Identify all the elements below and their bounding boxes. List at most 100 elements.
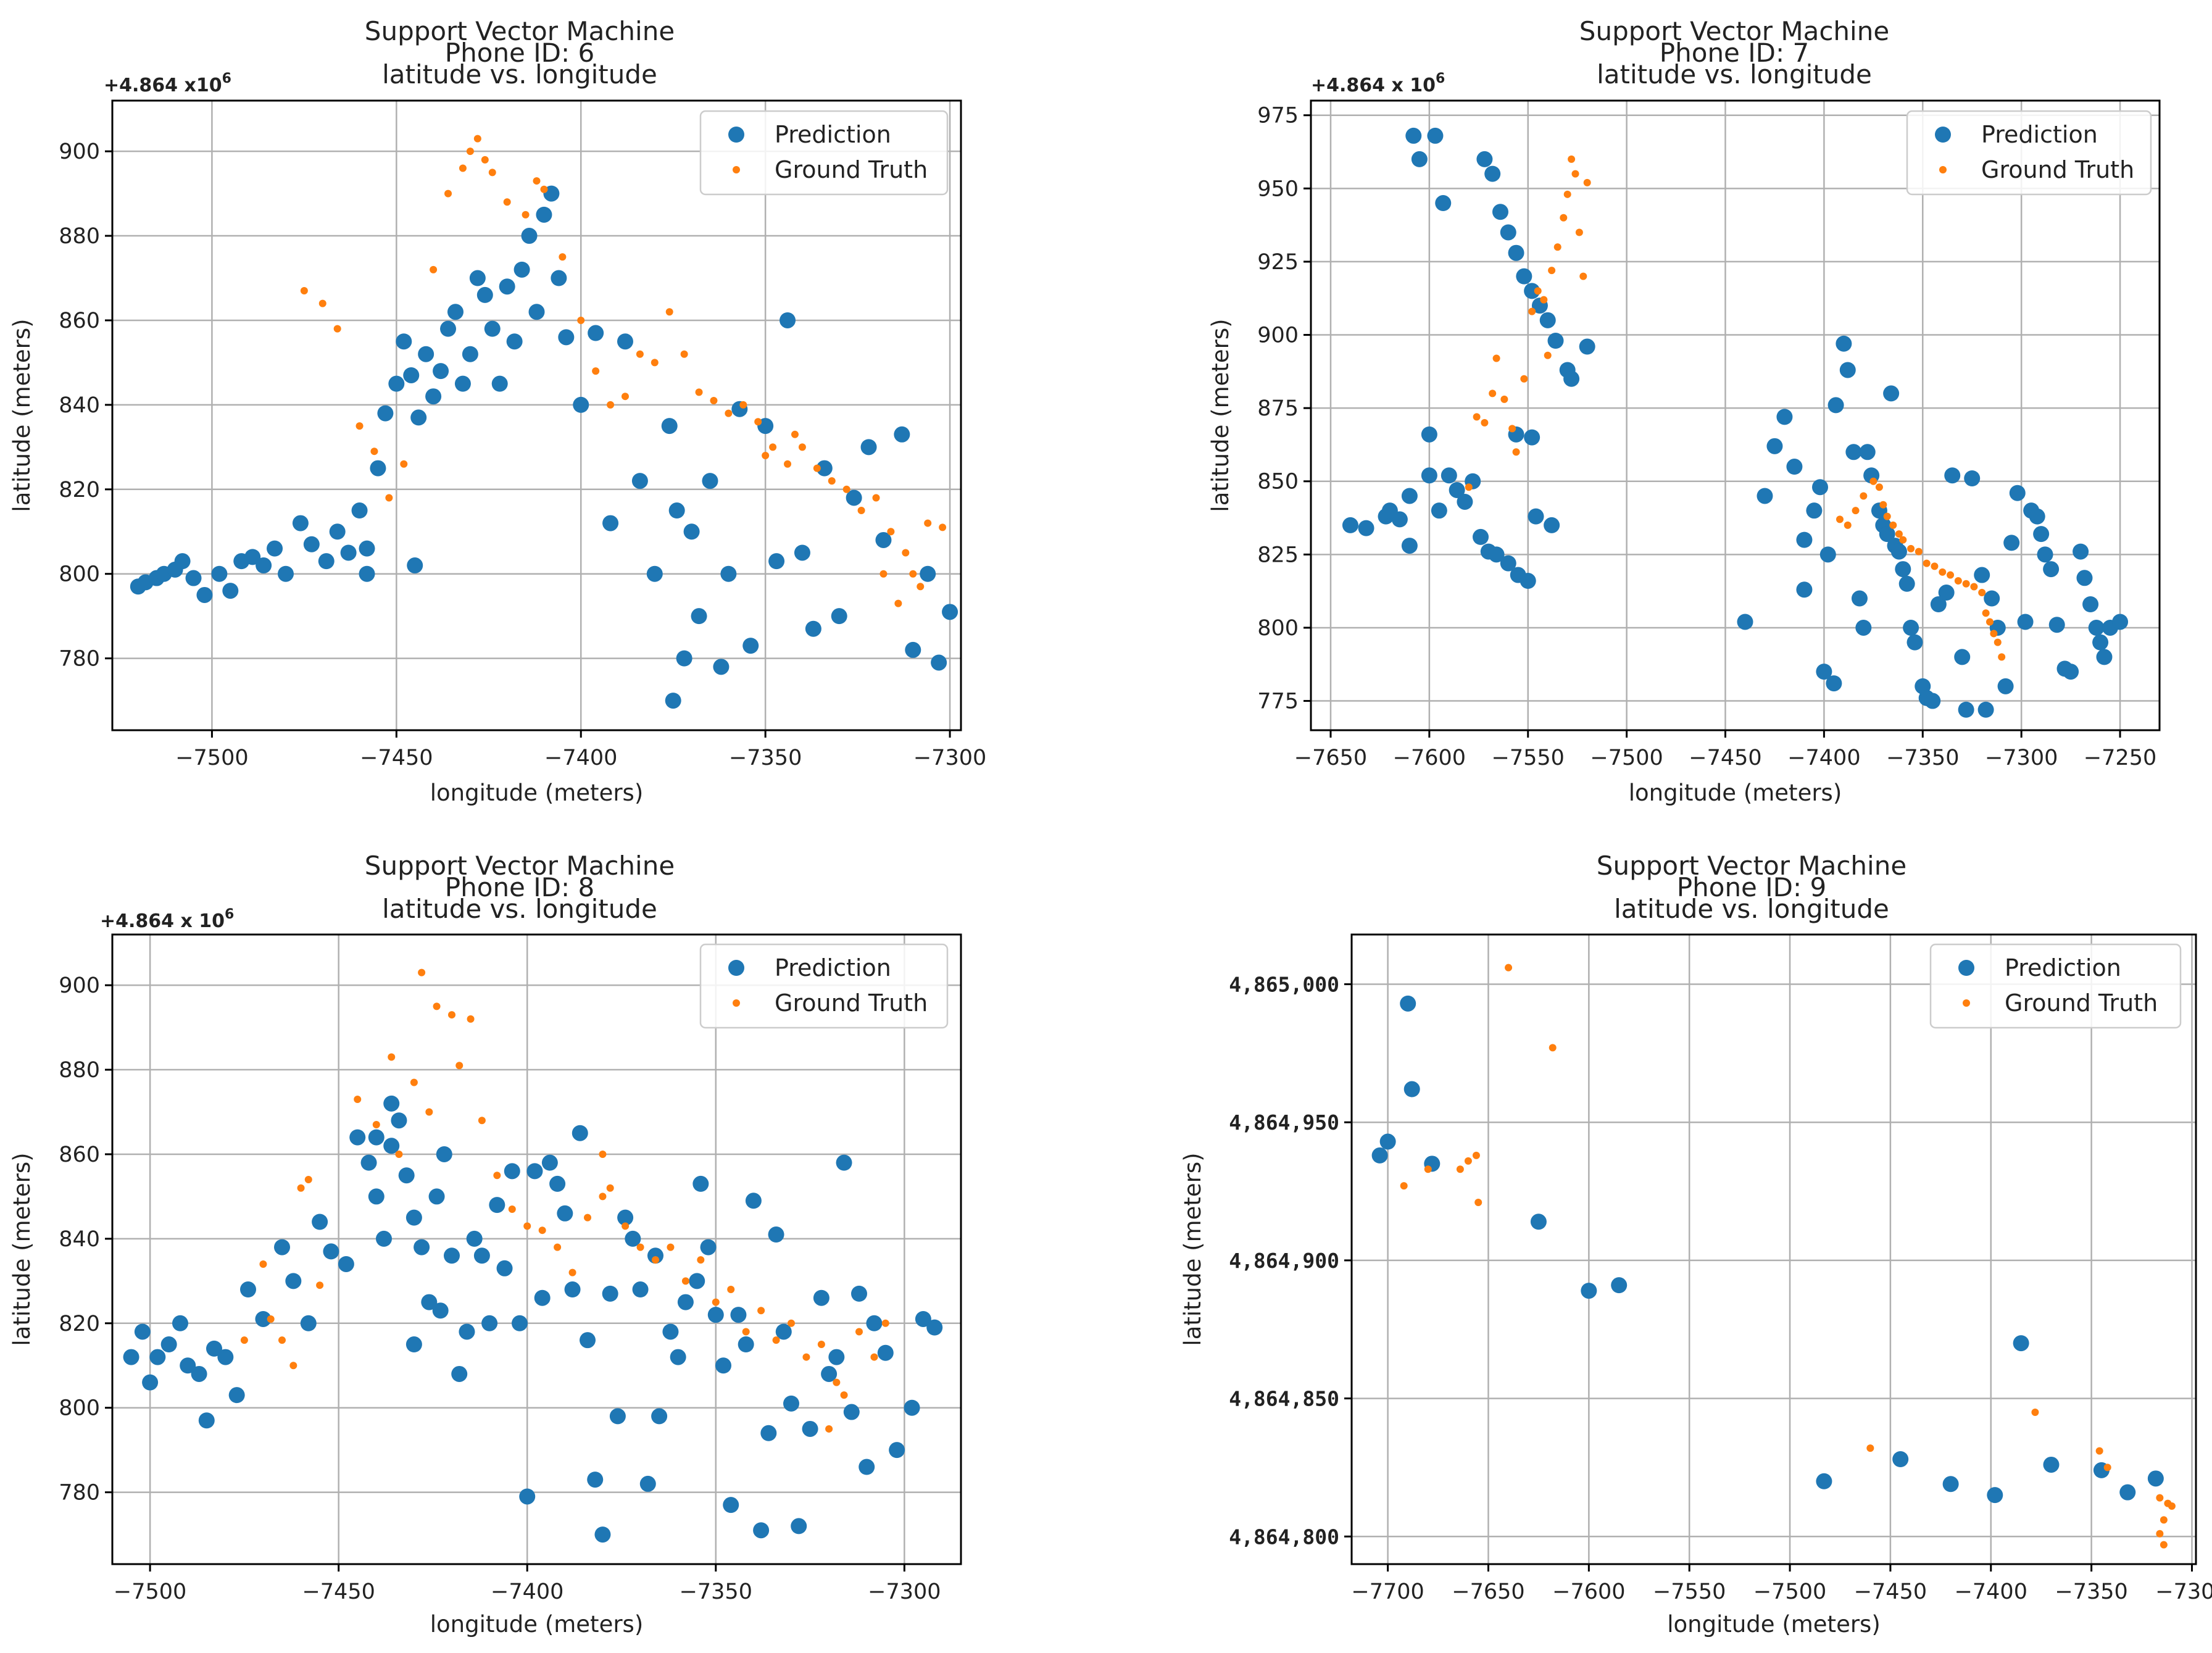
x-tick-label: −7350: [1886, 746, 1959, 770]
prediction-point: [1524, 429, 1540, 446]
ground-truth-point: [2168, 1502, 2176, 1510]
prediction-point: [2063, 664, 2079, 680]
ground-truth-point: [924, 519, 932, 527]
chart-0: −7500 −7450 −7400 −7350 −7300 780 800 820 840 860…: [9, 16, 986, 806]
x-tick-label: −7550: [1492, 746, 1565, 770]
ground-truth-point: [1520, 375, 1528, 383]
ground-truth-point: [2160, 1516, 2168, 1524]
x-tick-label: −7500: [1753, 1580, 1826, 1604]
prediction-point: [1405, 127, 1422, 144]
prediction-point: [720, 565, 737, 582]
prediction-point: [504, 1163, 520, 1180]
ground-truth-point: [1860, 492, 1868, 500]
y-tick-label: 900: [59, 973, 100, 998]
prediction-point: [802, 1420, 818, 1437]
ground-truth-point: [584, 1214, 591, 1222]
chart-title-line: Phone ID: 9: [1677, 872, 1826, 902]
ground-truth-point: [872, 494, 880, 502]
ground-truth-point: [1836, 515, 1844, 523]
prediction-point: [794, 544, 810, 561]
ground-truth-point: [1923, 559, 1931, 567]
prediction-point: [2043, 1456, 2060, 1473]
prediction-point: [285, 1273, 302, 1289]
ground-truth-point: [1579, 272, 1587, 280]
legend-ground-truth-marker: [1963, 999, 1970, 1007]
prediction-point: [1421, 467, 1437, 484]
ground-truth-point: [1866, 1444, 1874, 1452]
ground-truth-point: [742, 1328, 750, 1336]
chart-title-line: Phone ID: 7: [1660, 38, 1809, 68]
ground-truth-point: [1978, 589, 1986, 597]
prediction-point: [1883, 385, 1900, 402]
x-axis-label: longitude (meters): [1667, 1611, 1881, 1638]
prediction-point: [134, 1323, 151, 1340]
prediction-point: [625, 1230, 641, 1247]
ground-truth-point: [870, 1353, 878, 1361]
ground-truth-point: [388, 1053, 396, 1061]
prediction-point: [588, 325, 604, 341]
prediction-point: [1816, 1473, 1832, 1489]
ground-truth-point: [400, 460, 408, 468]
prediction-point: [753, 1522, 770, 1539]
y-tick-label: 4,864,850: [1229, 1387, 1339, 1411]
prediction-point: [541, 1154, 558, 1171]
ground-truth-point: [652, 1256, 659, 1264]
prediction-point: [414, 1239, 430, 1255]
ground-truth-point: [879, 570, 888, 578]
prediction-point: [1516, 268, 1532, 285]
ground-truth-point: [370, 448, 378, 456]
prediction-point: [338, 1255, 354, 1272]
prediction-point: [2003, 535, 2020, 551]
prediction-point: [2112, 614, 2129, 630]
legend: Prediction Ground Truth: [699, 110, 949, 196]
prediction-point: [572, 1125, 588, 1141]
prediction-point: [491, 375, 508, 392]
prediction-point: [1611, 1277, 1628, 1294]
prediction-point: [484, 320, 501, 337]
prediction-point: [1411, 151, 1428, 167]
prediction-point: [370, 460, 386, 477]
prediction-point: [377, 405, 394, 422]
chart-title-line: Support Vector Machine: [365, 851, 675, 881]
prediction-point: [1845, 444, 1862, 460]
ground-truth-point: [825, 1425, 833, 1433]
prediction-point: [1944, 467, 1961, 484]
prediction-point: [691, 608, 707, 625]
prediction-point: [1974, 567, 1990, 583]
ground-truth-point: [459, 164, 467, 172]
prediction-point: [580, 1332, 596, 1349]
prediction-point: [368, 1129, 385, 1146]
prediction-point: [1816, 664, 1832, 680]
ground-truth-point: [2095, 1447, 2103, 1455]
ground-truth-point: [833, 1378, 841, 1386]
prediction-point: [2092, 634, 2109, 651]
y-tick-label: 900: [1257, 323, 1299, 348]
prediction-point: [255, 1310, 272, 1327]
legend-ground-truth-label: Ground Truth: [1981, 156, 2134, 183]
ground-truth-point: [1456, 1165, 1464, 1173]
ground-truth-point: [1489, 389, 1497, 398]
prediction-point: [683, 523, 700, 540]
ground-truth-point: [554, 1243, 562, 1251]
ground-truth-point: [1528, 307, 1536, 315]
ground-truth-point: [1915, 548, 1923, 556]
ground-truth-point: [425, 1108, 433, 1116]
x-tick-label: −7450: [1689, 746, 1761, 770]
ground-truth-point: [1472, 1151, 1480, 1159]
ground-truth-point: [1986, 618, 1994, 626]
prediction-point: [668, 502, 685, 519]
prediction-point: [206, 1340, 222, 1357]
prediction-point: [564, 1281, 581, 1298]
prediction-point: [521, 228, 538, 244]
prediction-point: [859, 1459, 875, 1475]
ground-truth-point: [430, 265, 438, 273]
prediction-point: [459, 1323, 475, 1340]
ground-truth-point: [1939, 568, 1947, 576]
prediction-point: [1826, 675, 1842, 692]
prediction-point: [831, 608, 847, 625]
ground-truth-point: [418, 968, 426, 976]
legend-ground-truth-label: Ground Truth: [775, 989, 928, 1017]
chart-title-line: Phone ID: 6: [445, 38, 594, 68]
ground-truth-point: [1899, 536, 1907, 544]
prediction-point: [1924, 693, 1941, 709]
